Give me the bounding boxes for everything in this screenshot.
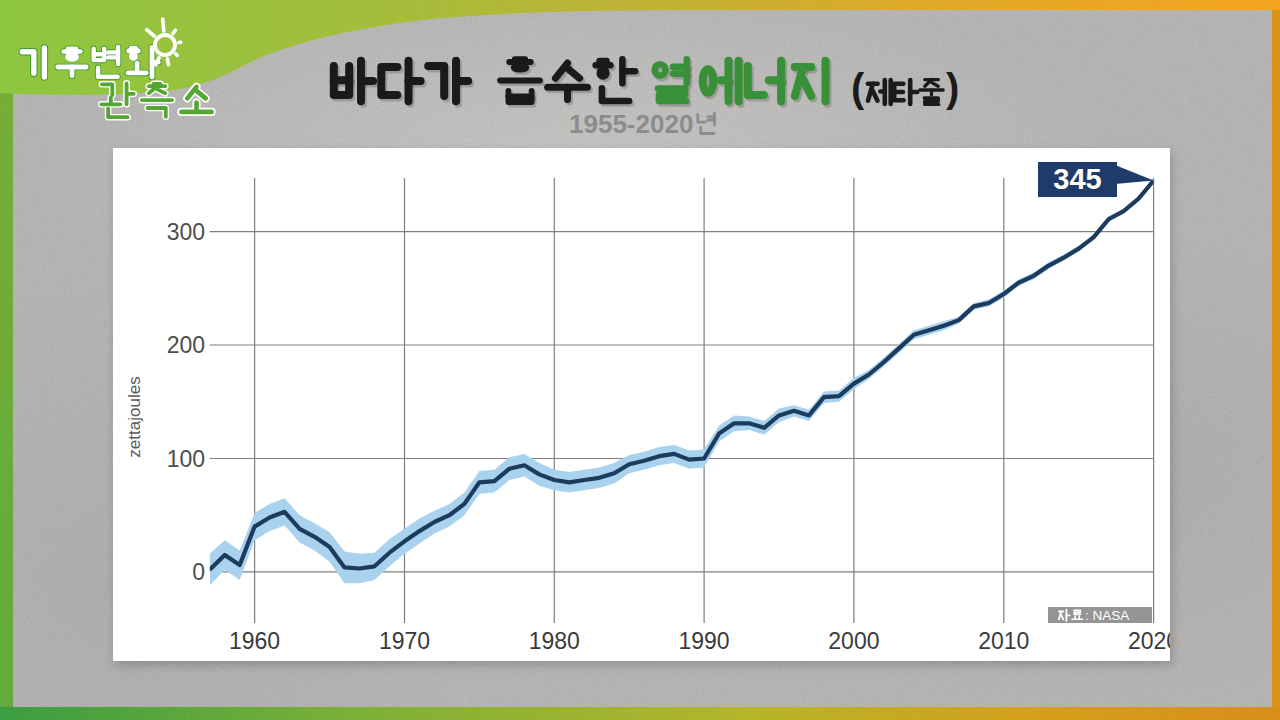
svg-text:1955-2020: 1955-2020 bbox=[569, 109, 693, 139]
page: () 1955-2020 0 100 200 300 1960 1970 1980 1990… bbox=[0, 0, 1280, 720]
svg-text:1990: 1990 bbox=[679, 628, 730, 654]
source-text: : NASA bbox=[1085, 608, 1129, 623]
svg-text:): ) bbox=[946, 66, 959, 110]
svg-text:2010: 2010 bbox=[978, 628, 1029, 654]
data-series bbox=[210, 178, 1154, 585]
svg-text:200: 200 bbox=[167, 332, 205, 358]
chart-panel: 0100200300 1960197019801990200020102020 … bbox=[113, 148, 1170, 661]
source-badge: : NASA bbox=[1048, 607, 1152, 623]
value-callout: 345 bbox=[1038, 162, 1154, 197]
svg-text:1960: 1960 bbox=[229, 628, 280, 654]
svg-text:0: 0 bbox=[192, 559, 205, 585]
svg-text:(: ( bbox=[851, 66, 865, 110]
subtitle-years: 1955-2020 bbox=[569, 109, 715, 139]
svg-text:300: 300 bbox=[167, 219, 205, 245]
svg-text:1980: 1980 bbox=[529, 628, 580, 654]
callout-value: 345 bbox=[1053, 163, 1101, 195]
x-axis-labels: 1960 1970 1980 1990 2000 2010 2020 bbox=[229, 628, 1170, 654]
svg-text:100: 100 bbox=[167, 446, 205, 472]
line-chart: 0100200300 1960197019801990200020102020 … bbox=[113, 148, 1170, 661]
svg-text:2020: 2020 bbox=[1128, 628, 1170, 654]
svg-text:1970: 1970 bbox=[379, 628, 430, 654]
y-axis-labels: 0 100 200 300 bbox=[167, 219, 205, 585]
svg-text:2000: 2000 bbox=[828, 628, 879, 654]
y-axis-title: zettajoules bbox=[125, 376, 144, 457]
